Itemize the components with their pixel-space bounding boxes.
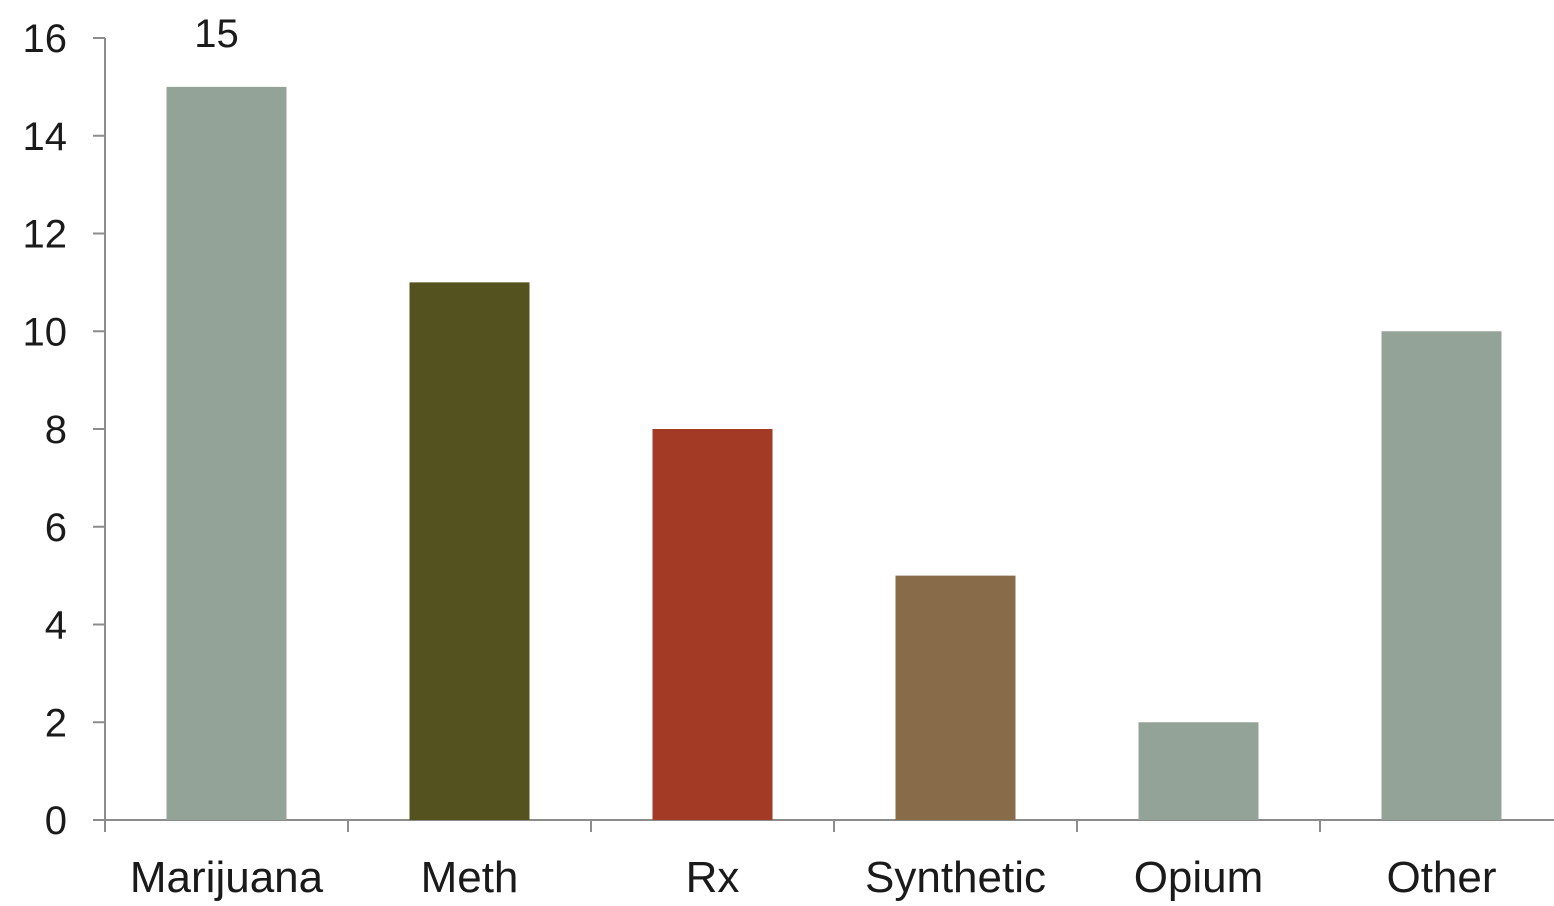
y-tick-label: 4 bbox=[45, 604, 67, 648]
bar-opium bbox=[1138, 722, 1259, 820]
y-tick-label: 0 bbox=[45, 799, 67, 843]
x-tick-label: Synthetic bbox=[865, 853, 1046, 901]
bar-synthetic bbox=[895, 575, 1016, 820]
y-tick-label: 2 bbox=[45, 701, 67, 745]
x-tick-label: Rx bbox=[686, 853, 740, 901]
x-tick-label: Meth bbox=[421, 853, 519, 901]
axes bbox=[93, 37, 1554, 832]
bars bbox=[166, 86, 1502, 820]
bar-marijuana bbox=[166, 86, 287, 820]
bar-other bbox=[1381, 331, 1502, 820]
y-tick-label: 16 bbox=[23, 17, 68, 61]
data-label: 15 bbox=[194, 12, 239, 56]
y-tick-label: 14 bbox=[23, 115, 68, 159]
y-tick-label: 10 bbox=[23, 310, 68, 354]
bar-rx bbox=[652, 429, 773, 820]
y-tick-label: 12 bbox=[23, 213, 68, 257]
x-tick-label: Marijuana bbox=[130, 853, 324, 901]
y-tick-label: 8 bbox=[45, 408, 67, 452]
labels: 0 2 4 6 8 10 12 14 16 Marijuana Meth Rx Synthetic Opi… bbox=[23, 12, 1497, 902]
x-tick-label: Opium bbox=[1134, 853, 1264, 901]
bar-meth bbox=[409, 282, 530, 820]
x-tick-label: Other bbox=[1386, 853, 1496, 901]
y-tick-label: 6 bbox=[45, 506, 67, 550]
